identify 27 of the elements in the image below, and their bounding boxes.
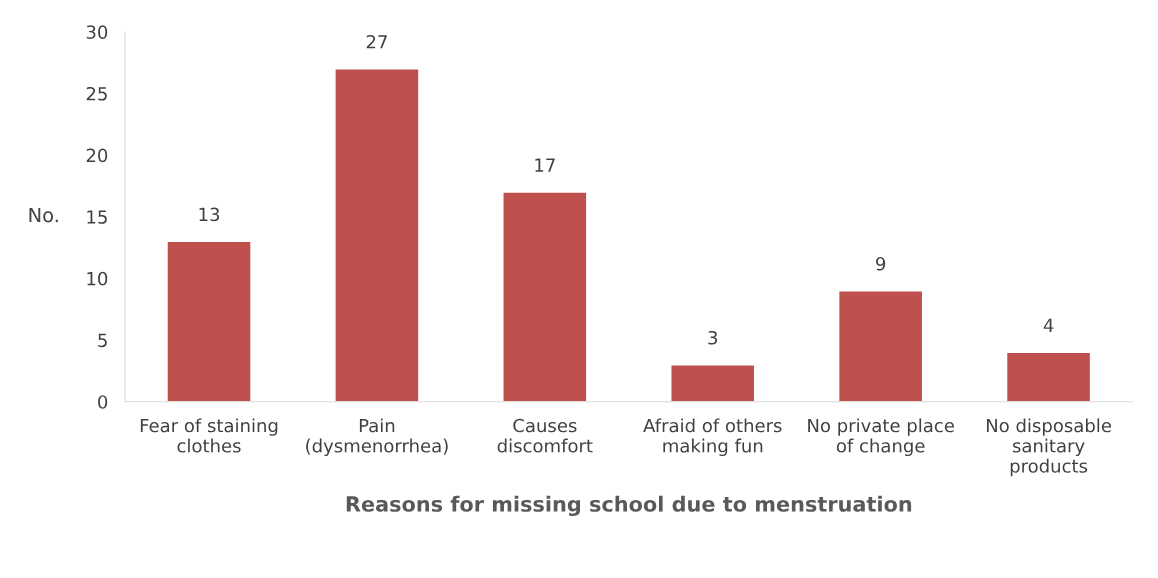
- y-tick-label: 0: [98, 395, 108, 409]
- x-tick-label: Fear of staining clothes: [140, 418, 278, 453]
- data-label: 13: [199, 207, 220, 222]
- data-label: 27: [366, 34, 387, 49]
- x-tick-label: Pain (dysmenorrhea): [306, 418, 448, 457]
- x-tick-label: Causes discomfort: [497, 418, 593, 453]
- bar: [502, 191, 588, 402]
- bar: [837, 290, 924, 402]
- x-axis-title: Reasons for missing school due to menstruation: [346, 495, 912, 517]
- data-label: 9: [876, 256, 886, 271]
- x-tick-label: No disposable sanitary products: [986, 418, 1111, 477]
- y-tick-label: 15: [87, 210, 107, 224]
- bar: [670, 364, 756, 402]
- data-label: 17: [535, 158, 555, 172]
- bar: [166, 240, 252, 402]
- y-tick-label: 30: [86, 25, 108, 39]
- y-tick-label: 5: [98, 333, 107, 348]
- data-label: 4: [1043, 318, 1054, 332]
- y-tick-label: 25: [86, 86, 107, 101]
- y-tick-label: 20: [86, 148, 108, 163]
- bar: [1005, 351, 1092, 402]
- x-tick-label: No private place of change: [808, 418, 954, 457]
- y-tick-label: 10: [87, 271, 108, 286]
- x-tick-label: Afraid of others making fun: [643, 418, 782, 457]
- bar: [334, 68, 420, 402]
- y-axis-title: No.: [29, 207, 58, 223]
- data-label: 3: [708, 330, 718, 345]
